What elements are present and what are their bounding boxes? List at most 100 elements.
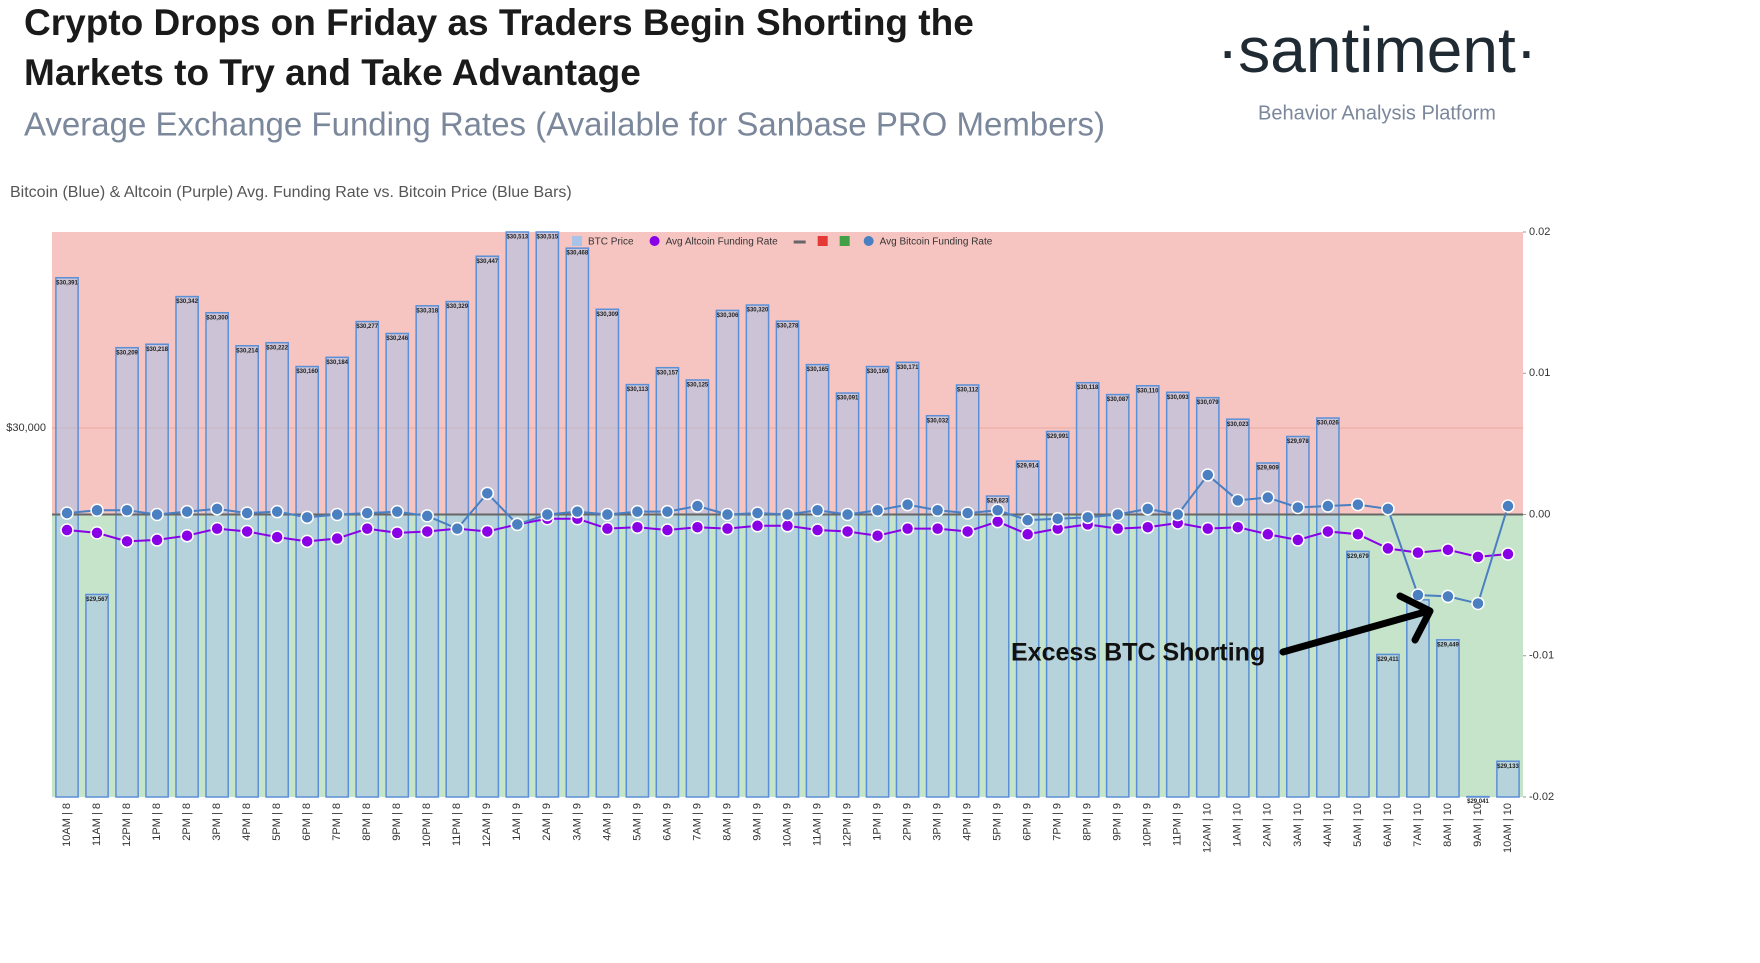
bar: [746, 305, 768, 797]
point: [872, 504, 884, 516]
bar: [1197, 398, 1219, 797]
x-tick-label: 2AM | 9: [541, 803, 553, 841]
point: [932, 504, 944, 516]
x-tick-label: 7AM | 9: [691, 803, 703, 841]
bar: [266, 343, 288, 797]
bar-value-label: $30,110: [1137, 388, 1159, 394]
point: [481, 525, 493, 537]
point: [932, 523, 944, 535]
bar-value-label: $30,329: [446, 304, 468, 310]
tagline: Behavior Analysis Platform: [1258, 102, 1496, 124]
bar-value-label: $29,449: [1437, 642, 1459, 648]
brand: ·santiment·: [1217, 14, 1537, 86]
bar-value-label: $29,411: [1377, 657, 1399, 663]
point: [782, 509, 794, 521]
point: [241, 507, 253, 519]
point: [1262, 528, 1274, 540]
bar: [116, 348, 138, 797]
bar-value-label: $29,991: [1047, 434, 1069, 440]
x-tick-label: 5AM | 10: [1352, 803, 1364, 847]
y2-tick-label: 0.02: [1529, 226, 1550, 238]
point: [331, 533, 343, 545]
bar: [176, 297, 198, 797]
subtitle: Average Exchange Funding Rates (Availabl…: [24, 106, 1105, 143]
x-tick-label: 10AM | 9: [781, 803, 793, 847]
x-tick-label: 4PM | 9: [962, 803, 974, 841]
point: [1382, 503, 1394, 515]
x-tick-label: 8PM | 9: [1082, 803, 1094, 841]
bar-value-label: $30,118: [1077, 385, 1099, 391]
point: [1442, 544, 1454, 556]
x-tick-label: 4AM | 9: [601, 803, 613, 841]
x-tick-label: 7PM | 9: [1052, 803, 1064, 841]
y2-tick-label: 0.01: [1529, 367, 1550, 379]
bar: [957, 385, 979, 797]
point: [992, 516, 1004, 528]
point: [1112, 509, 1124, 521]
x-tick-label: 1PM | 9: [871, 803, 883, 841]
point: [541, 509, 553, 521]
bar: [776, 321, 798, 797]
point: [451, 523, 463, 535]
title-line-1: Crypto Drops on Friday as Traders Begin …: [24, 2, 974, 43]
point: [1142, 521, 1154, 533]
bar: [86, 594, 108, 797]
bar-value-label: $29,567: [86, 597, 108, 603]
x-tick-label: 11AM | 9: [811, 803, 823, 846]
point: [751, 520, 763, 532]
bar: [1437, 640, 1459, 797]
point: [842, 509, 854, 521]
bar-value-label: $30,160: [867, 369, 889, 375]
bar-value-label: $30,023: [1227, 422, 1249, 428]
point: [571, 506, 583, 518]
point: [271, 506, 283, 518]
y2-tick-label: -0.02: [1529, 791, 1554, 803]
point: [691, 500, 703, 512]
point: [842, 525, 854, 537]
point: [181, 530, 193, 542]
bar: [1347, 551, 1369, 797]
bar-value-label: $30,165: [807, 367, 829, 373]
point: [1052, 513, 1064, 525]
bar-value-label: $29,133: [1497, 764, 1519, 770]
bar: [1047, 431, 1069, 797]
x-tick-label: 10AM | 8: [61, 803, 73, 847]
point: [181, 506, 193, 518]
point: [151, 534, 163, 546]
bar-value-label: $30,087: [1107, 397, 1129, 403]
point: [211, 503, 223, 515]
x-tick-label: 11PM | 9: [1172, 803, 1184, 846]
bar: [236, 346, 258, 797]
x-tick-label: 5PM | 9: [992, 803, 1004, 841]
bar: [296, 367, 318, 797]
point: [1022, 514, 1034, 526]
point: [962, 507, 974, 519]
point: [601, 509, 613, 521]
bar: [596, 309, 618, 797]
bar-value-label: $30,309: [597, 312, 619, 318]
point: [301, 511, 313, 523]
x-tick-label: 9AM | 9: [751, 803, 763, 841]
bar-value-label: $29,909: [1257, 466, 1279, 472]
point: [1352, 499, 1364, 511]
point: [1382, 542, 1394, 554]
point: [61, 524, 73, 536]
point: [391, 527, 403, 539]
bar: [926, 416, 948, 797]
bar-value-label: $30,246: [386, 336, 408, 342]
bar-value-label: $30,391: [56, 280, 78, 286]
bar: [1137, 386, 1159, 797]
x-tick-label: 2AM | 10: [1262, 803, 1274, 847]
point: [1232, 494, 1244, 506]
point: [1292, 501, 1304, 513]
legend-swatch: [818, 236, 828, 246]
point: [1292, 534, 1304, 546]
bar-value-label: $30,278: [777, 324, 799, 330]
bar: [386, 333, 408, 797]
x-tick-label: 3PM | 9: [932, 803, 944, 841]
bar: [716, 310, 738, 797]
bar: [1017, 461, 1039, 797]
bar: [1227, 419, 1249, 797]
point: [1022, 528, 1034, 540]
x-tick-label: 1AM | 10: [1232, 803, 1244, 847]
